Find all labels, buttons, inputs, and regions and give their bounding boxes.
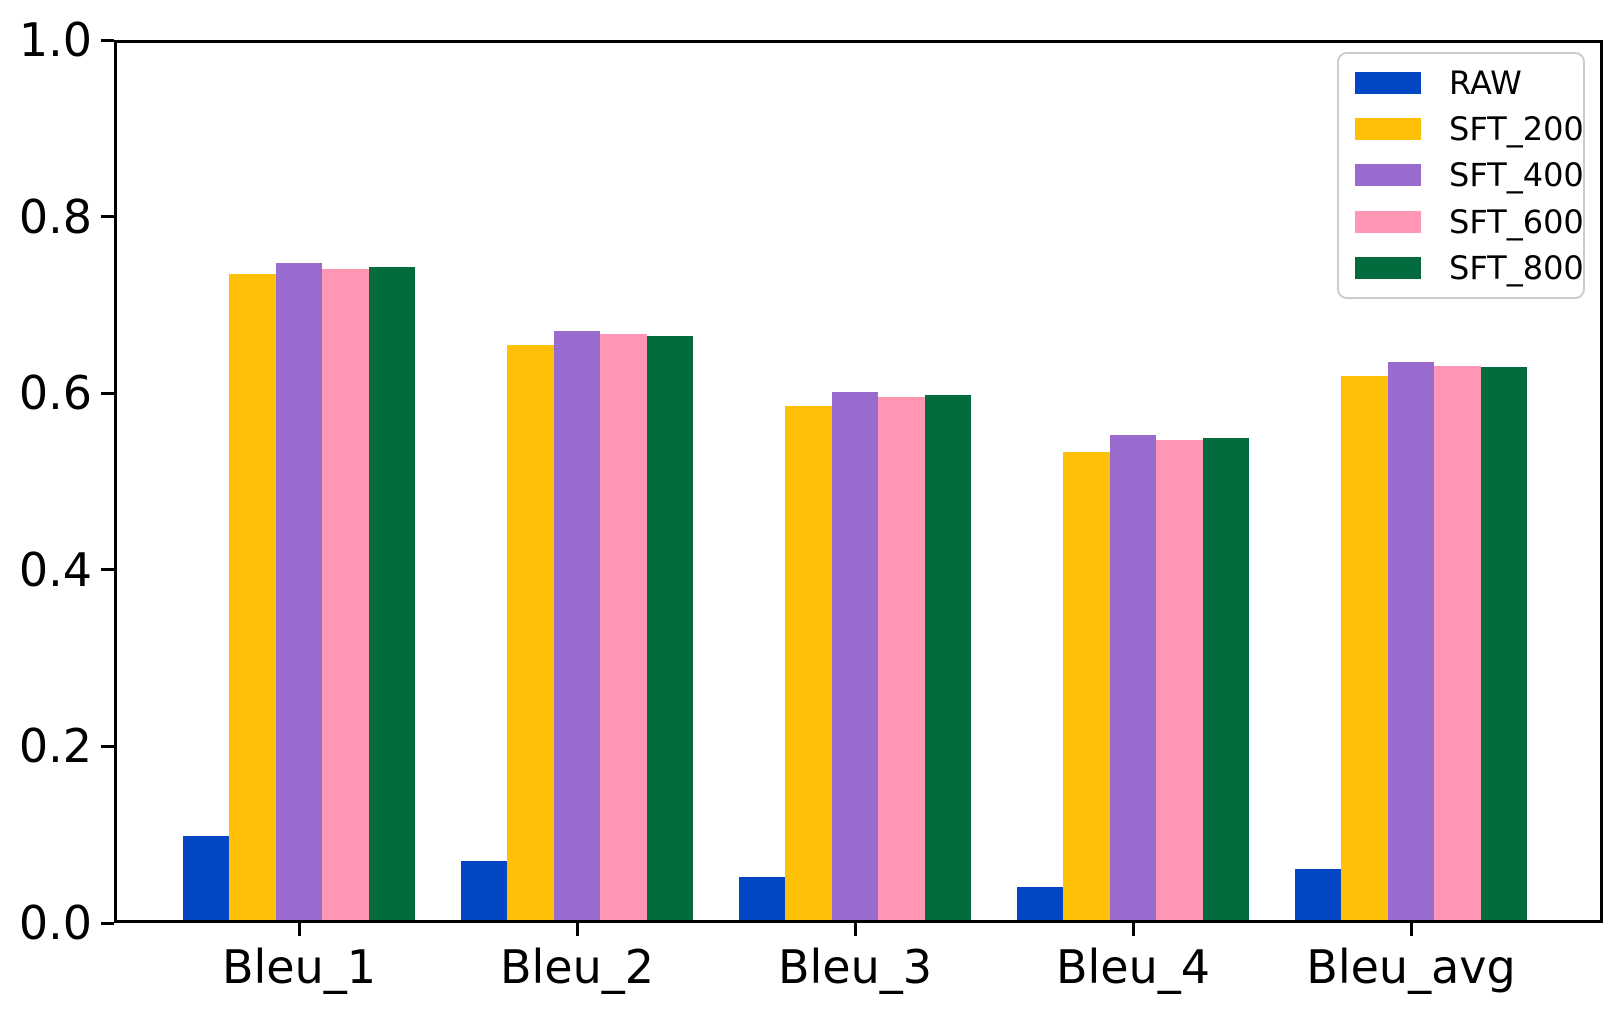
bar-SFT_600-Bleu_avg bbox=[1434, 365, 1481, 923]
x-tick-mark bbox=[853, 923, 857, 936]
bar-SFT_800-Bleu_1 bbox=[368, 266, 416, 923]
bar-SFT_600-Bleu_1 bbox=[322, 268, 369, 923]
legend-item-RAW: RAW bbox=[1339, 66, 1583, 100]
bar-SFT_400-Bleu_2 bbox=[553, 330, 601, 923]
bar-SFT_400-Bleu_3 bbox=[831, 392, 879, 923]
bar-RAW-Bleu_2 bbox=[460, 861, 508, 923]
y-tick-mark bbox=[101, 921, 114, 925]
x-tick-mark bbox=[297, 923, 301, 936]
y-tick-label-0.6: 0.6 bbox=[18, 366, 92, 421]
x-tick-label-Bleu_1: Bleu_1 bbox=[221, 940, 377, 994]
bar-RAW-Bleu_3 bbox=[738, 877, 786, 923]
y-tick-mark bbox=[101, 391, 114, 395]
bar-SFT_600-Bleu_2 bbox=[600, 334, 647, 923]
bar-SFT_600-Bleu_4 bbox=[1156, 439, 1203, 923]
legend-swatch-SFT_400 bbox=[1355, 164, 1421, 187]
bar-SFT_400-Bleu_avg bbox=[1387, 362, 1435, 923]
bar-SFT_200-Bleu_3 bbox=[785, 406, 832, 923]
y-tick-label-0.0: 0.0 bbox=[18, 896, 92, 950]
x-tick-mark bbox=[575, 923, 579, 936]
bar-SFT_400-Bleu_1 bbox=[275, 262, 323, 923]
bar-SFT_400-Bleu_4 bbox=[1109, 434, 1157, 923]
legend-swatch-SFT_200 bbox=[1355, 118, 1421, 141]
legend-item-SFT_400: SFT_400 bbox=[1339, 156, 1584, 195]
legend-item-SFT_600: SFT_600 bbox=[1339, 202, 1584, 241]
y-tick-mark bbox=[101, 568, 114, 572]
bar-SFT_200-Bleu_1 bbox=[229, 273, 276, 923]
legend-label-RAW: RAW bbox=[1449, 64, 1522, 103]
y-tick-label-0.4: 0.4 bbox=[18, 542, 92, 597]
y-tick-label-1.0: 1.0 bbox=[18, 13, 92, 67]
bar-RAW-Bleu_avg bbox=[1294, 869, 1342, 923]
legend-label-SFT_600: SFT_600 bbox=[1449, 202, 1584, 241]
bar-RAW-Bleu_4 bbox=[1016, 886, 1064, 923]
legend-item-SFT_800: SFT_800 bbox=[1339, 248, 1584, 287]
y-tick-mark bbox=[101, 744, 114, 748]
legend: RAW SFT_200 SFT_400 SFT_600 SFT_800 bbox=[1337, 52, 1585, 299]
y-tick-mark bbox=[101, 215, 114, 219]
legend-label-SFT_400: SFT_400 bbox=[1449, 156, 1584, 195]
bar-SFT_800-Bleu_4 bbox=[1202, 438, 1250, 923]
legend-item-SFT_200: SFT_200 bbox=[1339, 110, 1584, 149]
x-tick-label-Bleu_2: Bleu_2 bbox=[499, 940, 655, 994]
legend-swatch-RAW bbox=[1355, 72, 1421, 95]
legend-label-SFT_800: SFT_800 bbox=[1449, 248, 1584, 287]
legend-label-SFT_200: SFT_200 bbox=[1449, 110, 1584, 149]
y-tick-label-0.8: 0.8 bbox=[18, 189, 92, 244]
legend-swatch-SFT_600 bbox=[1355, 210, 1421, 233]
y-tick-label-0.2: 0.2 bbox=[18, 719, 92, 774]
bar-SFT_800-Bleu_avg bbox=[1480, 366, 1528, 923]
bar-RAW-Bleu_1 bbox=[182, 836, 230, 923]
x-tick-label-Bleu_3: Bleu_3 bbox=[777, 940, 933, 994]
y-tick-mark bbox=[101, 38, 114, 42]
x-tick-mark bbox=[1409, 923, 1413, 936]
x-tick-label-Bleu_4: Bleu_4 bbox=[1055, 940, 1211, 994]
bar-SFT_200-Bleu_2 bbox=[507, 344, 554, 923]
x-tick-label-Bleu_avg: Bleu_avg bbox=[1306, 940, 1516, 994]
bar-SFT_200-Bleu_4 bbox=[1063, 452, 1110, 923]
x-tick-mark bbox=[1131, 923, 1135, 936]
bar-SFT_200-Bleu_avg bbox=[1341, 376, 1388, 923]
legend-swatch-SFT_800 bbox=[1355, 256, 1421, 279]
bar-SFT_800-Bleu_2 bbox=[646, 335, 694, 923]
bar-SFT_800-Bleu_3 bbox=[924, 394, 972, 923]
bar-SFT_600-Bleu_3 bbox=[878, 396, 925, 923]
